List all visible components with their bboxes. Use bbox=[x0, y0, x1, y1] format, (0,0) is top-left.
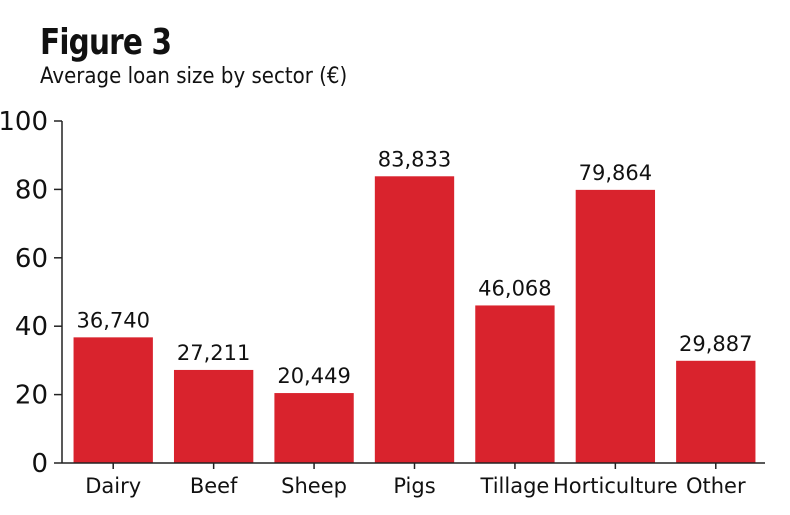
x-tick-label: Pigs bbox=[393, 474, 435, 498]
bar-sheep bbox=[274, 393, 354, 463]
x-tick-label: Beef bbox=[190, 474, 238, 498]
chart-title: Figure 3 bbox=[40, 22, 172, 63]
x-axis: Dairy Beef Sheep Pigs Tillage Horticulture Oth… bbox=[62, 462, 765, 498]
y-axis: 0 20 40 60 80 100 bbox=[0, 107, 63, 479]
x-tick-label: Sheep bbox=[281, 474, 347, 498]
data-label: 79,864 bbox=[579, 161, 652, 185]
x-tick-label: Other bbox=[686, 474, 746, 498]
data-label: 46,068 bbox=[478, 276, 551, 300]
y-tick-label: 100 bbox=[0, 107, 48, 137]
bar-beef bbox=[173, 369, 254, 463]
y-tick-label: 80 bbox=[15, 175, 48, 205]
bars: 36,740 27,211 20,449 83,833 46,068 79,864 29,8… bbox=[73, 147, 756, 464]
bar-other bbox=[676, 360, 756, 463]
y-tick-label: 60 bbox=[15, 244, 48, 274]
data-label: 20,449 bbox=[277, 364, 350, 388]
bar-horticulture bbox=[575, 189, 656, 464]
x-tick-label: Dairy bbox=[85, 474, 141, 498]
y-tick-label: 20 bbox=[15, 381, 48, 411]
x-tick-label: Horticulture bbox=[553, 474, 678, 498]
y-tick-label: 0 bbox=[31, 449, 48, 479]
x-tick-label: Tillage bbox=[480, 474, 550, 498]
y-tick-label: 40 bbox=[15, 312, 48, 342]
bar-pigs bbox=[374, 176, 455, 463]
bar-dairy bbox=[73, 337, 153, 463]
data-label: 83,833 bbox=[378, 147, 451, 171]
data-label: 36,740 bbox=[76, 308, 149, 332]
data-label: 27,211 bbox=[177, 341, 250, 365]
bar-tillage bbox=[475, 305, 555, 463]
chart-subtitle: Average loan size by sector (€) bbox=[40, 64, 348, 89]
data-label: 29,887 bbox=[679, 332, 752, 356]
